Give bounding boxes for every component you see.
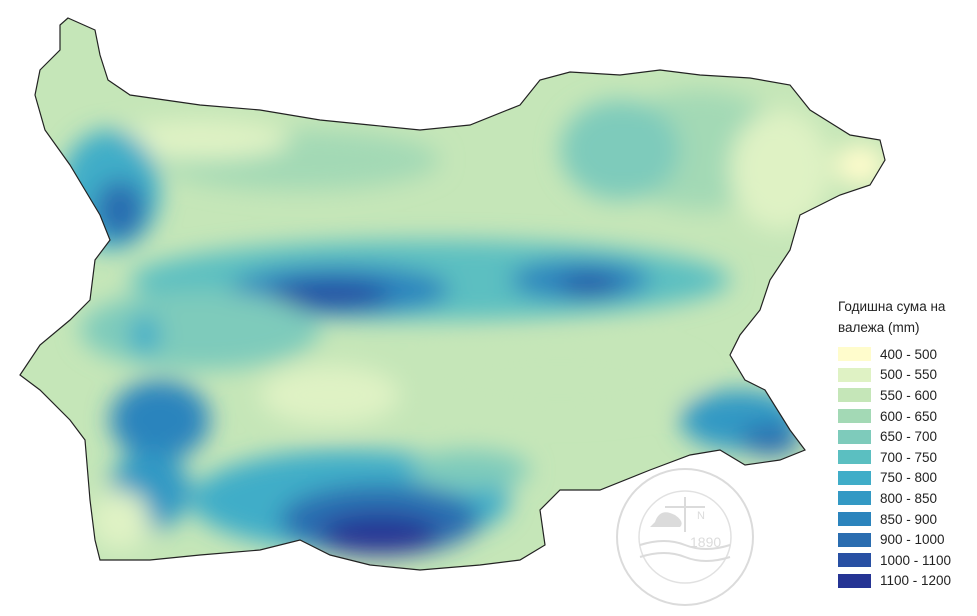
legend-item: 550 - 600 (838, 385, 973, 406)
legend-swatch (838, 553, 871, 568)
legend-item: 750 - 800 (838, 468, 973, 489)
legend-label: 650 - 700 (880, 429, 938, 445)
legend-swatch (838, 388, 871, 403)
legend-label: 1000 - 1100 (880, 552, 952, 568)
legend-swatch (838, 491, 871, 506)
legend-swatch (838, 573, 871, 588)
legend-swatch (838, 470, 871, 485)
nimh-watermark-logo: 1890 N (616, 468, 754, 606)
legend-item: 850 - 900 (838, 509, 973, 530)
legend-item: 400 - 500 (838, 344, 973, 365)
legend-label: 1100 - 1200 (880, 573, 952, 589)
legend-item: 800 - 850 (838, 488, 973, 509)
legend-label: 750 - 800 (880, 470, 938, 486)
legend-label: 600 - 650 (880, 408, 938, 424)
legend-swatch (838, 409, 871, 424)
legend-item: 700 - 750 (838, 447, 973, 468)
watermark-compass: N (697, 510, 705, 522)
legend-swatch (838, 347, 871, 362)
legend-label: 900 - 1000 (880, 532, 945, 548)
legend-label: 800 - 850 (880, 490, 938, 506)
legend-title: Годишна сума на валежа (mm) (838, 299, 946, 335)
legend-label: 700 - 750 (880, 449, 938, 465)
legend-label: 550 - 600 (880, 387, 938, 403)
legend-item: 650 - 700 (838, 426, 973, 447)
legend-swatch (838, 450, 871, 465)
legend-swatch (838, 512, 871, 527)
legend-item: 600 - 650 (838, 406, 973, 427)
legend-item: 900 - 1000 (838, 529, 973, 550)
legend-label: 400 - 500 (880, 346, 938, 362)
legend-label: 850 - 900 (880, 511, 938, 527)
legend-swatch (838, 532, 871, 547)
legend-item: 1100 - 1200 (838, 571, 973, 592)
legend-item: 1000 - 1100 (838, 550, 973, 571)
legend-swatch (838, 367, 871, 382)
legend-label: 500 - 550 (880, 367, 938, 383)
legend: Годишна сума на валежа (mm) 400 - 500 500… (838, 296, 973, 591)
watermark-year: 1890 (690, 534, 721, 550)
legend-item: 500 - 550 (838, 365, 973, 386)
legend-swatch (838, 429, 871, 444)
